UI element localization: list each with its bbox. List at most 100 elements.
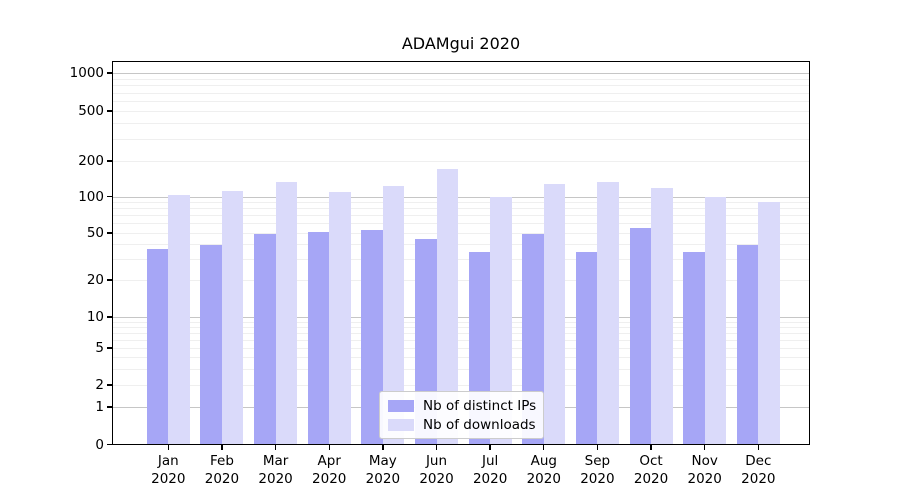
gridline-minor	[112, 385, 810, 386]
x-tick-year: 2020	[419, 471, 454, 487]
x-tick-year: 2020	[258, 471, 293, 487]
x-tick-mark	[435, 444, 438, 450]
bar-downloads-aug	[543, 183, 566, 445]
gridline-minor	[112, 339, 810, 341]
x-tick-month: Apr	[317, 453, 341, 469]
x-tick-year: 2020	[687, 471, 722, 487]
y-tick-mark	[107, 72, 112, 74]
bar-downloads-feb	[221, 190, 244, 445]
gridline-minor	[112, 111, 810, 112]
bar-downloads-may	[382, 186, 405, 445]
gridline-minor	[112, 233, 810, 234]
gridline-minor	[112, 332, 810, 334]
gridline-minor	[112, 202, 810, 204]
plot-area	[112, 61, 810, 445]
gridline-minor	[112, 321, 810, 323]
gridline-minor	[112, 78, 810, 80]
x-tick-label-apr: Apr 2020	[297, 452, 361, 488]
legend-swatch-distinct-ips	[388, 399, 414, 412]
bar-distinct-ips-may	[361, 230, 383, 445]
y-tick-mark	[107, 316, 112, 318]
x-tick-mark	[328, 444, 330, 450]
x-tick-year: 2020	[633, 471, 669, 487]
gridline-minor	[112, 223, 810, 225]
x-tick-mark	[704, 444, 706, 450]
y-tick-label: 10	[86, 309, 104, 325]
x-tick-mark	[382, 444, 384, 450]
x-tick-label-jan: Jan 2020	[136, 452, 200, 488]
y-tick-label: 100	[78, 188, 104, 205]
bar-downloads-jul	[490, 196, 512, 445]
bar-downloads-sep	[597, 181, 619, 445]
x-tick-label-nov: Nov 2020	[673, 452, 737, 488]
y-tick-mark	[107, 406, 112, 408]
gridline-minor	[112, 348, 810, 349]
y-tick-mark	[107, 347, 112, 349]
gridline-minor	[112, 326, 810, 328]
gridline-minor	[112, 368, 810, 370]
x-tick-month: May	[368, 453, 397, 469]
bar-distinct-ips-apr	[307, 232, 330, 445]
gridline-minor	[112, 85, 810, 87]
y-tick-mark	[107, 110, 112, 112]
x-tick-mark	[221, 444, 223, 450]
gridline-minor	[112, 357, 810, 358]
gridline-minor	[112, 244, 810, 246]
bar-downloads-nov	[704, 197, 727, 445]
x-tick-month: Feb	[209, 453, 234, 469]
gridline-major	[112, 196, 810, 198]
gridline-minor	[112, 92, 810, 94]
x-tick-label-may: May 2020	[351, 452, 415, 488]
bar-distinct-ips-mar	[254, 233, 276, 445]
gridline-minor	[112, 208, 810, 210]
x-tick-month: Nov	[691, 453, 718, 469]
x-tick-month: Mar	[262, 453, 289, 469]
bar-downloads-jun	[436, 168, 458, 445]
gridline-minor	[112, 259, 810, 261]
x-tick-year: 2020	[526, 471, 561, 487]
gridline-major	[112, 73, 810, 74]
y-tick-label: 500	[78, 103, 104, 119]
y-tick-label: 1	[95, 399, 104, 415]
chart-title: ADAMgui 2020	[401, 34, 521, 53]
x-tick-month: Aug	[530, 453, 557, 469]
y-tick-label: 5	[95, 340, 104, 356]
y-tick-label: 1000	[69, 65, 104, 81]
x-tick-mark	[650, 444, 652, 450]
legend-label-distinct-ips: Nb of distinct IPs	[423, 397, 537, 414]
x-tick-month: Jul	[481, 453, 499, 469]
y-tick-mark	[107, 160, 112, 162]
x-tick-month: Oct	[639, 453, 663, 469]
x-tick-month: Jun	[425, 453, 448, 469]
x-tick-month: Sep	[584, 453, 611, 469]
bar-distinct-ips-dec	[736, 244, 759, 445]
bar-downloads-mar	[275, 181, 298, 445]
x-tick-label-jun: Jun 2020	[405, 452, 469, 488]
gridline-minor	[112, 215, 810, 217]
x-tick-label-oct: Oct 2020	[619, 452, 683, 488]
bar-downloads-dec	[758, 201, 780, 445]
x-tick-label-sep: Sep 2020	[565, 452, 629, 488]
y-tick-mark	[107, 195, 112, 198]
bar-distinct-ips-oct	[629, 228, 652, 445]
y-tick-mark	[107, 232, 112, 234]
x-tick-mark	[543, 444, 545, 450]
legend-label-downloads: Nb of downloads	[423, 416, 536, 433]
x-tick-label-feb: Feb 2020	[190, 452, 254, 488]
x-tick-year: 2020	[365, 471, 401, 487]
legend-swatch-downloads	[388, 418, 414, 431]
x-tick-year: 2020	[580, 471, 615, 487]
y-tick-label: 2	[95, 377, 104, 393]
gridline-minor	[112, 101, 810, 102]
bar-distinct-ips-jan	[146, 248, 169, 445]
legend-item-distinct-ips: Nb of distinct IPs	[386, 396, 537, 415]
x-tick-month: Jan	[157, 453, 179, 469]
y-tick-label: 200	[78, 153, 104, 169]
bar-distinct-ips-sep	[575, 251, 598, 445]
gridline-minor	[112, 280, 810, 281]
y-tick-mark	[107, 443, 112, 446]
bar-downloads-apr	[329, 191, 351, 445]
gridline-minor	[112, 161, 810, 162]
legend: Nb of distinct IPs Nb of downloads	[379, 391, 544, 439]
